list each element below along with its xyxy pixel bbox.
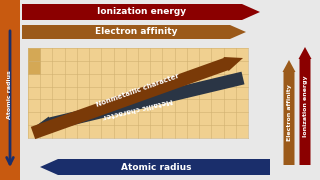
Text: Ionization energy: Ionization energy bbox=[97, 8, 187, 17]
FancyArrow shape bbox=[299, 47, 311, 165]
Text: Nonmetallic character: Nonmetallic character bbox=[96, 73, 180, 108]
Text: Atomic radius: Atomic radius bbox=[121, 163, 191, 172]
FancyArrow shape bbox=[283, 60, 295, 165]
Text: Metallic character: Metallic character bbox=[102, 97, 173, 119]
Text: Electron affinity: Electron affinity bbox=[95, 28, 177, 37]
FancyArrow shape bbox=[22, 4, 260, 20]
Text: Electron affinity: Electron affinity bbox=[286, 84, 292, 141]
Text: Atomic radius: Atomic radius bbox=[7, 71, 12, 119]
Bar bbox=[28, 48, 40, 61]
FancyArrow shape bbox=[40, 159, 270, 175]
FancyArrow shape bbox=[22, 25, 246, 39]
Bar bbox=[0, 0, 20, 180]
FancyArrow shape bbox=[31, 57, 243, 139]
Bar bbox=[28, 61, 40, 74]
FancyArrow shape bbox=[33, 72, 244, 131]
Bar bbox=[28, 48, 248, 138]
Text: Ionization energy: Ionization energy bbox=[302, 75, 308, 137]
